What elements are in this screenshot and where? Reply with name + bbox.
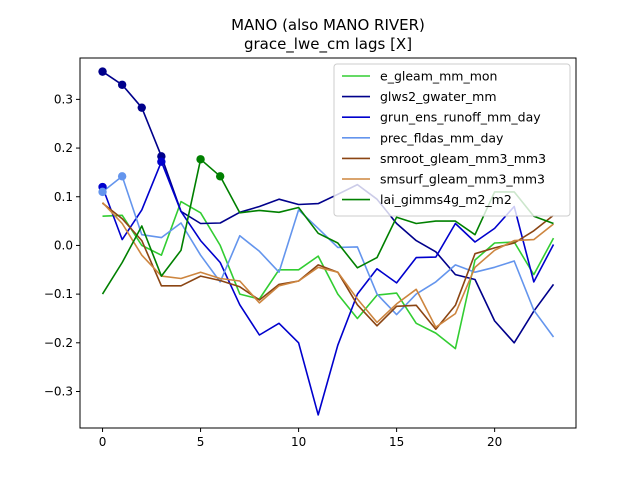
series-line-e_gleam_mm_mon [102,200,555,350]
chart-title: MANO (also MANO RIVER) [231,16,425,34]
data-point-prec_fldas_mm_day [117,172,127,181]
data-point-glws2_gwater_mm [98,67,107,76]
series-line-grun_ens_runoff_mm_day [101,160,555,416]
y-tick-label: −0.1 [44,287,73,301]
legend: e_gleam_mm_mon glws2_gwater_mm grun_ens_ru… [333,63,571,217]
data-point-lai_gimms4g_m2_m2 [215,172,225,181]
x-tick-label: 15 [389,435,404,449]
data-point-prec_fldas_mm_day [98,187,107,197]
chart-subtitle: grace_lwe_cm lags [X] [244,35,412,54]
legend-label: lai_gimms4g_m2_m2 [380,192,512,207]
x-tick-label: 10 [291,435,306,449]
y-tick-label: 0.0 [54,238,73,252]
series-line-smsurf_gleam_mm3_mm3 [101,202,554,329]
axes-frame [79,57,577,429]
series-line-smroot_gleam_mm3_mm3 [102,202,554,331]
data-point-glws2_gwater_mm [137,103,146,112]
x-tick-label: 5 [197,435,205,449]
legend-label: e_gleam_mm_mon [380,69,497,84]
y-axis: −0.3 −0.2 −0.1 0.0 0.1 0.2 0.3 [44,92,80,398]
legend-box [333,63,571,217]
y-tick-label: −0.2 [44,336,73,350]
y-tick-label: −0.3 [44,384,73,398]
series-markers [98,67,225,197]
series-lines [101,70,555,416]
y-tick-label: 0.3 [54,92,73,106]
y-tick-label: 0.2 [54,141,73,155]
legend-label: smroot_gleam_mm3_mm3 [380,151,546,166]
legend-label: glws2_gwater_mm [380,89,497,104]
series-line-lai_gimms4g_m2_m2 [101,158,554,295]
x-axis: 0 5 10 15 20 [99,428,502,449]
data-point-grun_ens_runoff_mm_day [157,157,166,166]
legend-label: smsurf_gleam_mm3_mm3 [380,172,545,187]
data-point-glws2_gwater_mm [117,80,127,89]
x-tick-label: 20 [487,435,502,449]
legend-label: prec_fldas_mm_day [380,130,504,145]
legend-label: grun_ens_runoff_mm_day [380,110,541,125]
data-point-lai_gimms4g_m2_m2 [196,155,205,164]
x-tick-label: 0 [99,435,107,449]
y-tick-label: 0.1 [54,190,73,204]
